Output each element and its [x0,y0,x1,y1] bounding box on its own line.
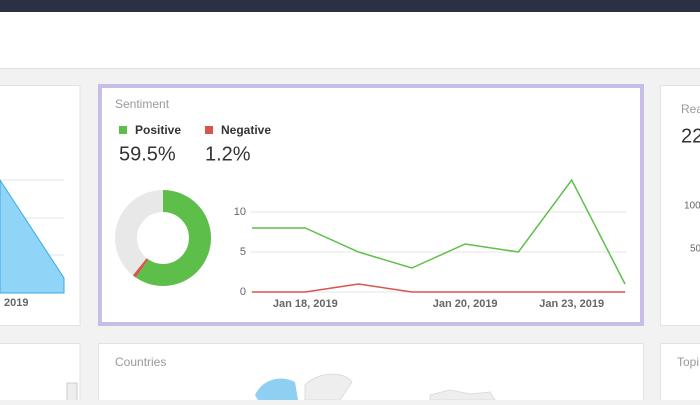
header [0,12,700,68]
y-tick-label: 5 [240,246,246,258]
panel-title: Rea [681,102,700,116]
legend-swatch [205,126,213,134]
tick-label: 100 [684,201,700,212]
countries-panel [99,344,644,401]
panel-title: Countries [115,355,166,369]
kpi-value: 59.5% [119,143,176,165]
kpi-value: 1.2% [205,143,251,165]
x-tick-label: Jan 20, 2019 [433,298,498,310]
scrollbar[interactable] [67,383,77,400]
metric-value: 22 [681,125,700,147]
topics-panel [661,344,700,401]
legend-label: Negative [221,123,271,137]
top-bar [0,0,700,12]
y-tick-label: 10 [234,206,246,218]
legend-swatch [119,126,127,134]
panel-title: Topi [677,355,699,369]
panel-title: Sentiment [115,97,170,111]
x-tick-label: Jan 18, 2019 [273,298,338,310]
tick-label: 50 [690,244,700,255]
axis-label: 2019 [4,297,28,309]
y-tick-label: 0 [240,286,246,298]
x-tick-label: Jan 23, 2019 [539,298,604,310]
legend-label: Positive [135,123,181,137]
